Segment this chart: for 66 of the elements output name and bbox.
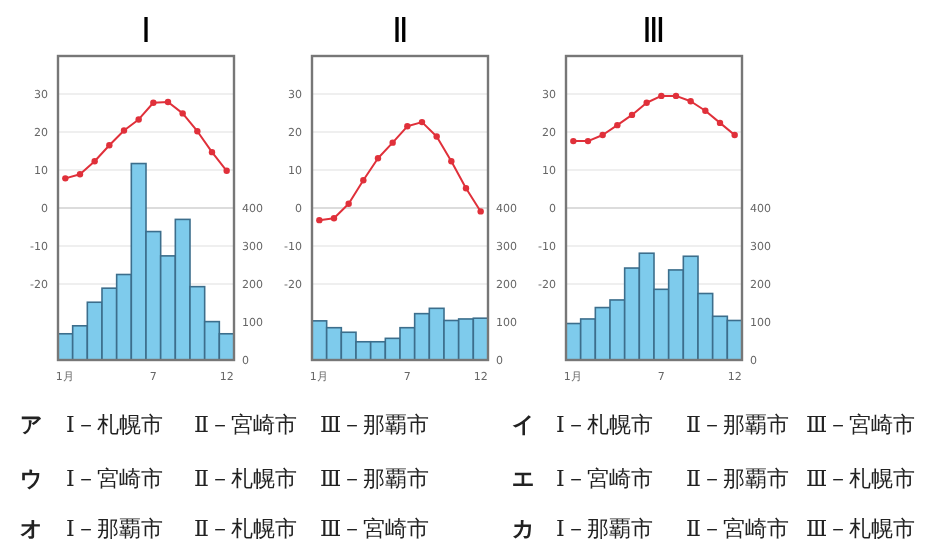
text: Ⅲ－那覇市 [320, 466, 430, 492]
chart-title: Ⅱ [392, 12, 408, 50]
text: Ⅰ－札幌市 [556, 412, 653, 438]
point [672, 92, 680, 100]
point [462, 185, 470, 192]
text: Ⅲ－宮崎市 [806, 412, 916, 438]
text: ア [20, 412, 42, 438]
point [628, 111, 636, 119]
point [223, 167, 230, 174]
text: Ⅱ－札幌市 [194, 516, 297, 542]
point [448, 158, 455, 165]
text: Ⅰ－宮崎市 [66, 466, 163, 492]
text: Ⅱ－那覇市 [686, 412, 789, 438]
point [477, 208, 484, 215]
line-series [62, 98, 230, 182]
point [106, 142, 113, 149]
point [614, 121, 621, 129]
point [599, 131, 606, 139]
point [658, 92, 665, 100]
point [716, 119, 724, 127]
text: Ⅲ－宮崎市 [320, 516, 430, 542]
text: Ⅱ－那覇市 [686, 466, 789, 492]
point [731, 131, 738, 139]
point [687, 98, 694, 105]
point [194, 128, 201, 135]
point [360, 177, 367, 184]
text: エ [512, 466, 534, 492]
point [702, 107, 709, 114]
chart-title: Ⅰ [141, 12, 151, 50]
point [418, 118, 426, 126]
point [643, 99, 650, 106]
point [389, 139, 396, 146]
chart-title: Ⅲ [642, 12, 666, 50]
text: Ⅲ－那覇市 [320, 412, 430, 438]
point [584, 137, 592, 145]
text: Ⅱ－宮崎市 [686, 516, 789, 542]
point [570, 137, 577, 145]
point [150, 99, 157, 106]
point [135, 116, 142, 123]
text: ウ [20, 466, 42, 492]
point [316, 216, 323, 224]
text: Ⅱ－札幌市 [194, 466, 297, 492]
line-series [570, 92, 738, 145]
text: Ⅱ－宮崎市 [194, 412, 297, 438]
point [76, 170, 84, 178]
text: Ⅰ－札幌市 [66, 412, 163, 438]
text: Ⅰ－那覇市 [556, 516, 653, 542]
point [345, 200, 352, 208]
text: Ⅰ－宮崎市 [556, 466, 653, 492]
point [330, 215, 338, 222]
text: カ [512, 516, 534, 542]
point [120, 127, 128, 134]
text: オ [20, 516, 42, 542]
point [62, 175, 69, 182]
point [433, 133, 440, 140]
point [208, 148, 216, 156]
text: Ⅲ－札幌市 [806, 466, 916, 492]
point [374, 155, 382, 162]
text: Ⅲ－札幌市 [806, 516, 916, 542]
text: Ⅰ－那覇市 [66, 516, 163, 542]
point [404, 123, 411, 130]
text: イ [512, 412, 534, 438]
point [91, 158, 98, 165]
point [179, 110, 186, 117]
point [164, 98, 172, 106]
line-series [316, 118, 484, 224]
